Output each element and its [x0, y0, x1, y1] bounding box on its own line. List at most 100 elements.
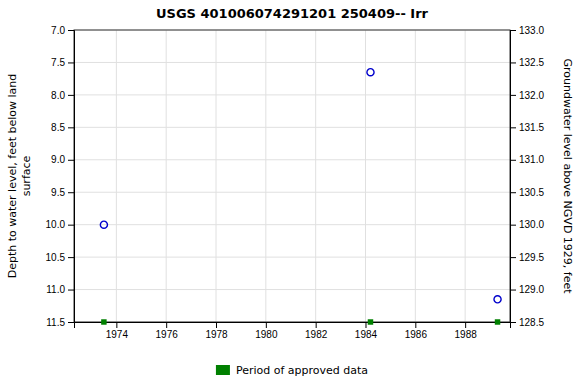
y-axis-tick-mark [68, 322, 74, 323]
plot: 197419761978198019821984198619887.07.58.… [46, 25, 545, 340]
x-axis-tick-label: 1988 [455, 329, 478, 340]
grid-line-x [365, 30, 366, 322]
grid-line-y [74, 94, 510, 95]
grid-line-x [465, 30, 466, 322]
y-axis-tick-mark [68, 160, 74, 161]
data-point [494, 296, 501, 303]
approved-mark [101, 319, 106, 324]
y2-axis-tick: 133.0 [510, 25, 544, 36]
marks [100, 69, 501, 303]
y-axis-tick-mark [68, 30, 74, 31]
legend-item: Period of approved data [216, 364, 368, 377]
x-axis-tick: 1988 [455, 322, 478, 340]
y2-axis-tick-mark [510, 290, 516, 291]
x-axis-tick-mark [415, 322, 416, 328]
y-axis-title-line: Depth to water level, feet below land [6, 74, 19, 279]
y-axis-tick-label: 8.5 [51, 122, 65, 133]
grid-line-x [116, 30, 117, 322]
y2-axis-tick-label: 130.5 [519, 187, 544, 198]
x-axis-tick: 1976 [156, 322, 179, 340]
x-axis-tick: 1984 [355, 322, 378, 340]
y-axis-tick: 9.0 [51, 154, 74, 165]
y-axis-tick: 8.5 [51, 122, 74, 133]
x-axis: 1974 1976 1978 1980 1982 1984 1986 1988 [75, 322, 511, 340]
grid-line-y [74, 127, 510, 128]
legend-label: Period of approved data [236, 364, 368, 377]
grid-line-y [74, 192, 510, 193]
y2-axis-tick-label: 130.0 [519, 219, 544, 230]
y2-axis-tick-mark [510, 127, 516, 128]
grid-line-x [216, 30, 217, 322]
grid-line-x [265, 30, 266, 322]
legend-swatch [216, 365, 230, 375]
x-axis-tick-mark [266, 322, 267, 328]
grid-line-y [74, 257, 510, 258]
approved-marks [101, 319, 500, 324]
y-axis-tick-label: 7.5 [51, 57, 65, 68]
grid-line-x [415, 30, 416, 322]
y2-axis-tick: 129.5 [510, 252, 544, 263]
data-point [100, 221, 107, 228]
x-axis-tick-label: 1976 [156, 329, 179, 340]
x-axis-tick: 1974 [106, 322, 129, 340]
y-axis-tick-label: 9.5 [51, 187, 65, 198]
x-axis-tick-mark [465, 322, 466, 328]
y2-axis-tick: 132.5 [510, 57, 544, 68]
x-axis-tick-label: 1984 [355, 329, 378, 340]
y-axis-tick: 11.5 [46, 317, 74, 328]
y2-axis-tick: 132.0 [510, 90, 544, 101]
y2-axis-tick-label: 132.0 [519, 90, 544, 101]
grid-line-x [166, 30, 167, 322]
y-axis: 7.07.58.08.59.09.510.010.511.011.5 [46, 25, 75, 328]
approved-mark [495, 319, 500, 324]
y2-axis-tick-label: 132.5 [519, 57, 544, 68]
data-point [367, 69, 374, 76]
y2-axis-tick-label: 129.0 [519, 284, 544, 295]
x-axis-tick-label: 1980 [255, 329, 278, 340]
title: USGS 401006074291201 250409-- Irr [156, 6, 429, 21]
x-axis-tick-mark [365, 322, 366, 328]
y2-axis-tick: 129.0 [510, 284, 544, 295]
y-axis-tick-label: 11.0 [46, 284, 65, 295]
y-axis-tick-label: 10.0 [46, 219, 66, 230]
y-axis-tick: 10.5 [46, 252, 74, 263]
series [100, 69, 501, 303]
y-axis-tick-mark [68, 192, 74, 193]
chart: 197419761978198019821984198619887.07.58.… [0, 0, 576, 384]
y2-axis-line [511, 31, 517, 323]
y2-axis-tick-mark [510, 62, 516, 63]
y2-axis-tick: 130.5 [510, 187, 544, 198]
y-axis-tick: 7.5 [51, 57, 74, 68]
y2-axis-tick: 130.0 [510, 219, 544, 230]
y2-axis-tick-mark [510, 257, 516, 258]
y-axis-title: Depth to water level, feet below landsur… [6, 74, 33, 279]
x-axis-tick-label: 1982 [305, 329, 328, 340]
y2-axis-tick-mark [510, 30, 516, 31]
y-axis-tick-mark [68, 127, 74, 128]
grid [74, 30, 510, 322]
x-axis-tick-label: 1986 [405, 329, 428, 340]
x-axis-tick: 1978 [205, 322, 228, 340]
x-axis-tick-mark [166, 322, 167, 328]
x-axis-tick: 1982 [305, 322, 328, 340]
grid-line-x [315, 30, 316, 322]
y-axis-tick: 10.0 [46, 219, 74, 230]
y2-axis-tick: 131.0 [510, 154, 544, 165]
y-axis-tick-mark [68, 225, 74, 226]
x-axis-tick-mark [316, 322, 317, 328]
y2-axis-tick-mark [510, 160, 516, 161]
y-axis-tick-mark [68, 257, 74, 258]
y-axis-tick-label: 10.5 [46, 252, 66, 263]
y2-axis-tick-label: 129.5 [519, 252, 544, 263]
y-axis-tick-mark [68, 290, 74, 291]
approved-mark [368, 319, 373, 324]
grid-line-y [74, 289, 510, 290]
y-axis-tick-label: 9.0 [51, 154, 65, 165]
y-axis-line [68, 31, 75, 323]
x-axis-tick: 1980 [255, 322, 278, 340]
plot-frame [74, 30, 510, 322]
y2-axis-tick-label: 128.5 [519, 317, 544, 328]
x-axis-tick-mark [216, 322, 217, 328]
y-axis-title-line: surface [20, 155, 33, 196]
y2-axis-tick-label: 131.0 [519, 154, 544, 165]
